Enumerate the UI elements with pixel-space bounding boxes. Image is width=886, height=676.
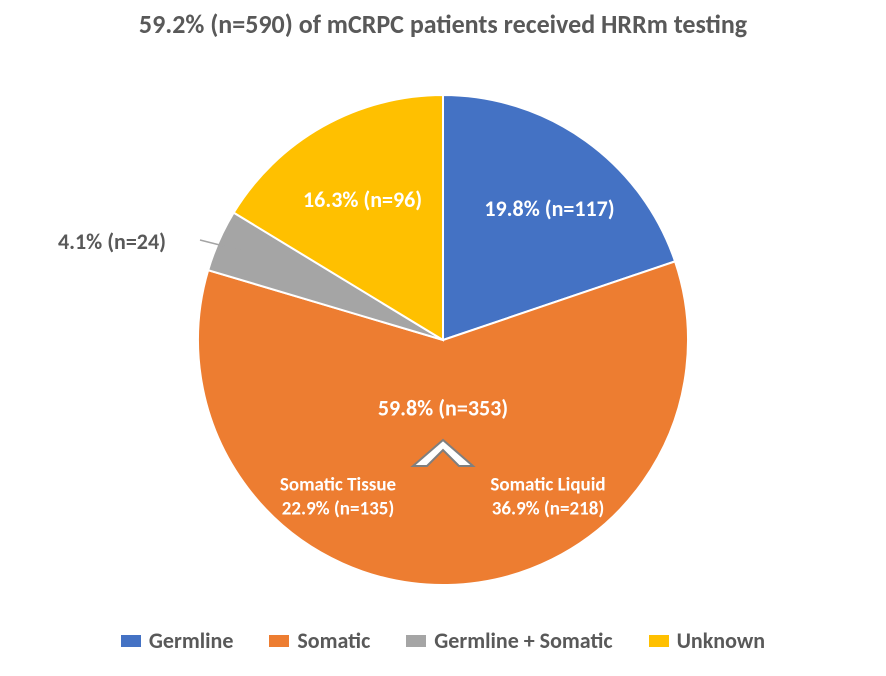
slice-label-germline: 19.8% (n=117) <box>484 195 614 222</box>
legend: Germline Somatic Germline + Somatic Unkn… <box>0 627 886 654</box>
slice-label-unknown: 16.3% (n=96) <box>303 186 422 213</box>
somatic-liquid-value: 36.9% (n=218) <box>492 498 605 521</box>
chart-area: 19.8% (n=117) 16.3% (n=96) 59.8% (n=353) So… <box>0 60 886 600</box>
legend-swatch-germline <box>121 635 141 647</box>
slice-label-germline-somatic-external: 4.1% (n=24) <box>58 228 166 255</box>
legend-item-somatic: Somatic <box>269 627 370 654</box>
legend-label-germline: Germline <box>149 627 234 654</box>
legend-swatch-germline-somatic <box>406 635 426 647</box>
chart-title: 59.2% (n=590) of mCRPC patients received… <box>0 8 886 40</box>
somatic-tissue-title: Somatic Tissue <box>280 474 396 497</box>
legend-item-germline: Germline <box>121 627 234 654</box>
slice-label-somatic: 59.8% (n=353) <box>378 394 508 421</box>
somatic-liquid-title: Somatic Liquid <box>490 474 605 497</box>
legend-label-somatic: Somatic <box>297 627 370 654</box>
somatic-tissue-value: 22.9% (n=135) <box>282 498 395 521</box>
legend-swatch-somatic <box>269 635 289 647</box>
legend-swatch-unknown <box>649 635 669 647</box>
pie-chart: 19.8% (n=117) 16.3% (n=96) 59.8% (n=353) So… <box>0 60 886 600</box>
legend-label-unknown: Unknown <box>677 627 766 654</box>
chart-container: 59.2% (n=590) of mCRPC patients received… <box>0 0 886 676</box>
legend-item-unknown: Unknown <box>649 627 766 654</box>
legend-label-germline-somatic: Germline + Somatic <box>434 627 612 654</box>
legend-item-germline-somatic: Germline + Somatic <box>406 627 612 654</box>
